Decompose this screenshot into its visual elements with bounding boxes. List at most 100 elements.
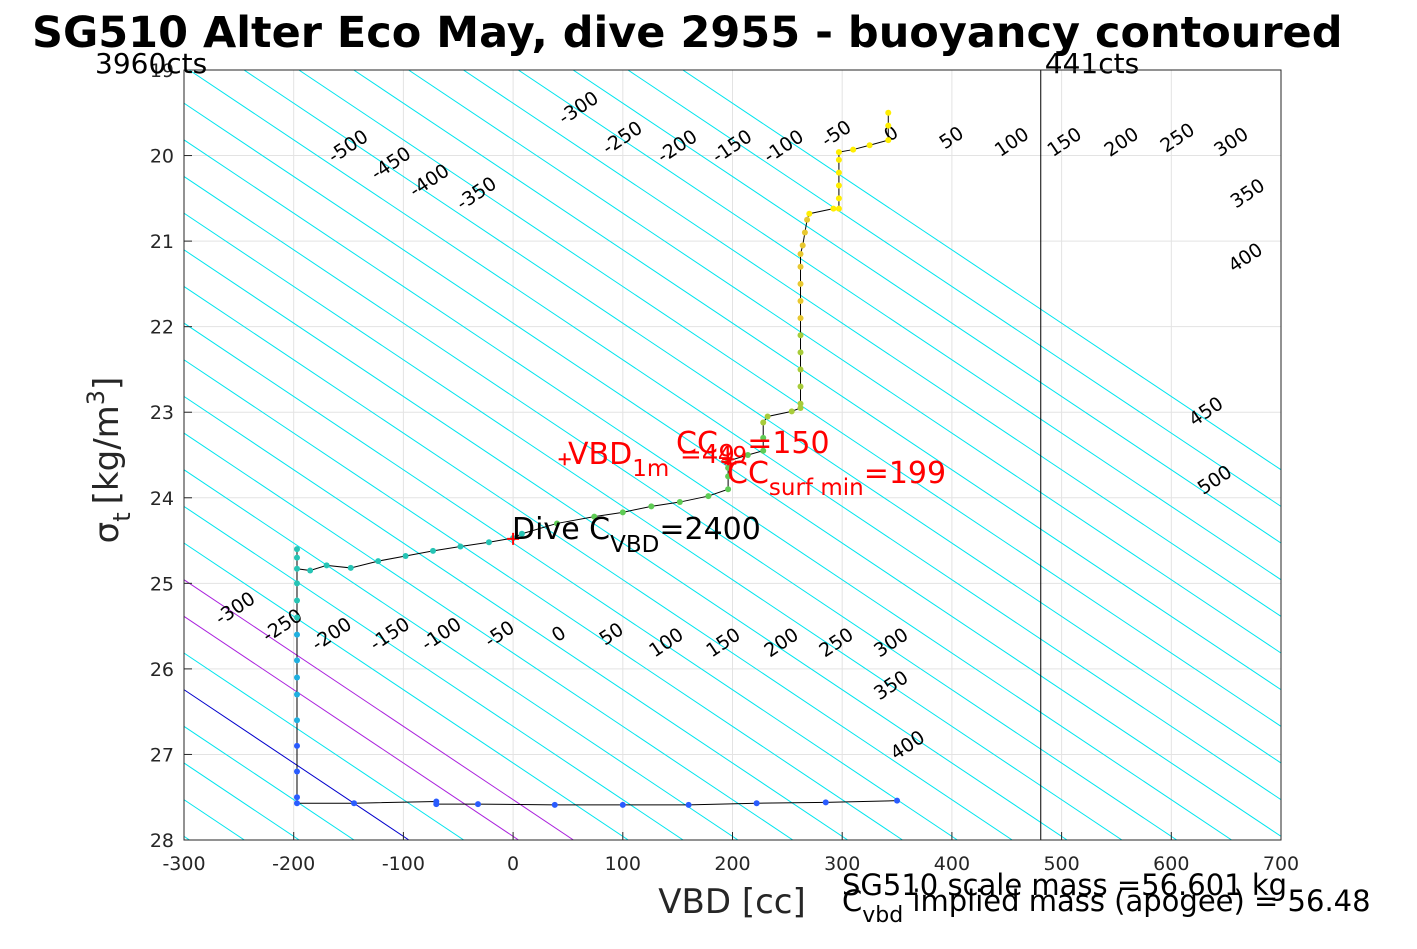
x-tick-label: 400 [934, 853, 970, 875]
contour-line [353, 70, 1281, 691]
x-tick-label: -300 [162, 853, 205, 875]
x-axis-label: VBD [cc] [658, 882, 806, 922]
y-tick-label: 23 [150, 402, 174, 424]
profile-point [293, 691, 300, 698]
profile-point [753, 800, 760, 807]
y-tick-label: 25 [150, 573, 174, 595]
y-axis-label: σt [kg/m3] [82, 377, 136, 544]
profile-point [619, 801, 626, 808]
contour-line [184, 322, 958, 840]
profile-point [835, 149, 842, 156]
dive-c-sub: VBD [610, 532, 659, 558]
profile-point [676, 499, 683, 506]
contour-line [184, 139, 1232, 840]
y-tick-label: 26 [150, 659, 174, 681]
profile-point [474, 801, 481, 808]
profile-point [797, 315, 804, 322]
contour-line [572, 70, 1281, 544]
y-label-close: ] [87, 377, 127, 390]
profile-point [293, 768, 300, 775]
profile-point [518, 530, 525, 537]
dive-cvbd-label: Dive CVBD=2400 [512, 512, 761, 558]
y-tick-label: 22 [150, 317, 174, 339]
profile-point [619, 509, 626, 516]
profile-point [885, 109, 892, 116]
contour-line [184, 542, 629, 840]
contour-line [0, 70, 25, 840]
profile-point [885, 137, 892, 144]
footer-c: C [842, 884, 862, 918]
profile-point [433, 801, 440, 808]
profile-point [293, 794, 300, 801]
profile-point [822, 799, 829, 806]
profile-point [347, 564, 354, 571]
y-tick-label: 20 [150, 146, 174, 168]
profile-point [797, 250, 804, 257]
profile-point [760, 434, 767, 441]
x-tick-label: 0 [507, 853, 519, 875]
dive-c-main: Dive C [512, 512, 610, 547]
profile-point [430, 547, 437, 554]
x-tick-label: 600 [1153, 853, 1189, 875]
x-tick-label: 700 [1263, 853, 1299, 875]
y-tick-label: 27 [150, 744, 174, 766]
y-label-sigma: σ [87, 522, 127, 544]
contour-line [184, 175, 1178, 840]
profile-point [375, 558, 382, 565]
y-tick-label: 24 [150, 488, 174, 510]
profile-point [351, 800, 358, 807]
chart-title: SG510 Alter Eco May, dive 2955 - buoyanc… [32, 8, 1343, 58]
cc-surf-label: CCsurf min=199 [727, 456, 946, 501]
profile-point [685, 801, 692, 808]
profile-point [591, 513, 598, 520]
profile-point [323, 562, 330, 569]
profile-point [835, 169, 842, 176]
contour-lines [0, 70, 1281, 840]
profile-point [402, 552, 409, 559]
vline-label: 441cts [1045, 47, 1139, 80]
profile-point [797, 366, 804, 373]
corner-label-left: 3960cts [95, 47, 207, 80]
profile-point [744, 452, 751, 458]
profile-point [485, 539, 492, 546]
profile-point [293, 674, 300, 681]
profile-point [835, 156, 842, 163]
y-label-sup: 3 [82, 390, 110, 405]
profile-point [885, 122, 892, 129]
x-tick-label: -200 [272, 853, 315, 875]
contour-line [184, 432, 794, 840]
contour-line [243, 70, 1281, 764]
contour-line [188, 70, 1281, 801]
profile-point [799, 242, 806, 249]
profile-point [725, 473, 732, 480]
profile-point [797, 400, 804, 407]
cc-sub: 49 [718, 443, 747, 469]
profile-point [293, 597, 300, 604]
cc-value: =150 [747, 426, 829, 461]
footer-scale-mass: SG510 scale mass =56.601 kg [842, 868, 1287, 902]
contour-line [627, 70, 1281, 508]
contour-line [184, 102, 1281, 837]
footer-rest: implied mass (apogee) = 56.48 [903, 884, 1370, 918]
profile-point [797, 298, 804, 304]
x-tick-label: -100 [382, 853, 425, 875]
cc-main: CC [676, 426, 718, 461]
vbd1m-main: VBD [568, 437, 632, 472]
ccsurf-value: =199 [864, 456, 946, 491]
profile-point [850, 146, 857, 153]
footer-vbd-sub: vbd [862, 903, 903, 928]
contour-line [184, 285, 1013, 840]
profile-point [806, 210, 813, 217]
contour-line [184, 359, 903, 840]
contour-line [184, 615, 519, 840]
profile-point [760, 447, 767, 454]
profile-point [797, 280, 804, 287]
x-tick-label: 300 [824, 853, 860, 875]
profile-point [797, 404, 804, 411]
profile-point [307, 567, 314, 574]
profile-point [293, 580, 300, 587]
profile-point [801, 229, 808, 236]
contour-line [463, 70, 1281, 617]
